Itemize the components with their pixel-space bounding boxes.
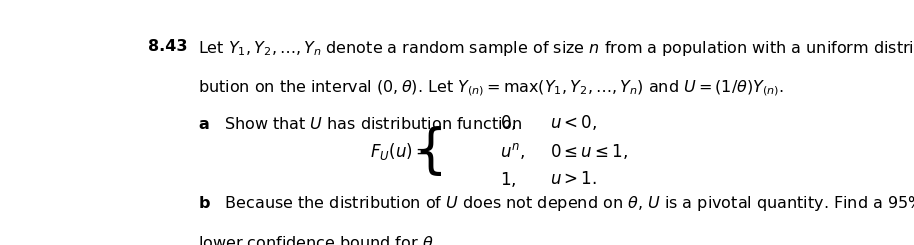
Text: 8.43: 8.43 xyxy=(148,39,187,54)
Text: $u^n,$: $u^n,$ xyxy=(500,141,526,161)
Text: $u > 1.$: $u > 1.$ xyxy=(550,170,597,188)
Text: $u < 0,$: $u < 0,$ xyxy=(550,113,597,132)
Text: bution on the interval $(0, \theta)$. Let $Y_{(n)} = \max(Y_1, Y_2, \ldots, Y_n): bution on the interval $(0, \theta)$. Le… xyxy=(197,78,784,98)
Text: $\{$: $\{$ xyxy=(413,124,442,178)
Text: $0 \leq u \leq 1,$: $0 \leq u \leq 1,$ xyxy=(550,142,628,160)
Text: Let $Y_1, Y_2, \ldots, Y_n$ denote a random sample of size $n$ from a population: Let $Y_1, Y_2, \ldots, Y_n$ denote a ran… xyxy=(197,39,914,58)
Text: $\mathbf{b}$   Because the distribution of $U$ does not depend on $\theta$, $U$ : $\mathbf{b}$ Because the distribution of… xyxy=(197,194,914,212)
Text: $F_U(u) =$: $F_U(u) =$ xyxy=(370,141,430,162)
Text: $1,$: $1,$ xyxy=(500,170,516,189)
Text: $\mathbf{a}$   Show that $U$ has distribution function: $\mathbf{a}$ Show that $U$ has distribut… xyxy=(197,116,522,132)
Text: lower confidence bound for $\theta$.: lower confidence bound for $\theta$. xyxy=(197,235,437,245)
Text: $0,$: $0,$ xyxy=(500,113,516,132)
